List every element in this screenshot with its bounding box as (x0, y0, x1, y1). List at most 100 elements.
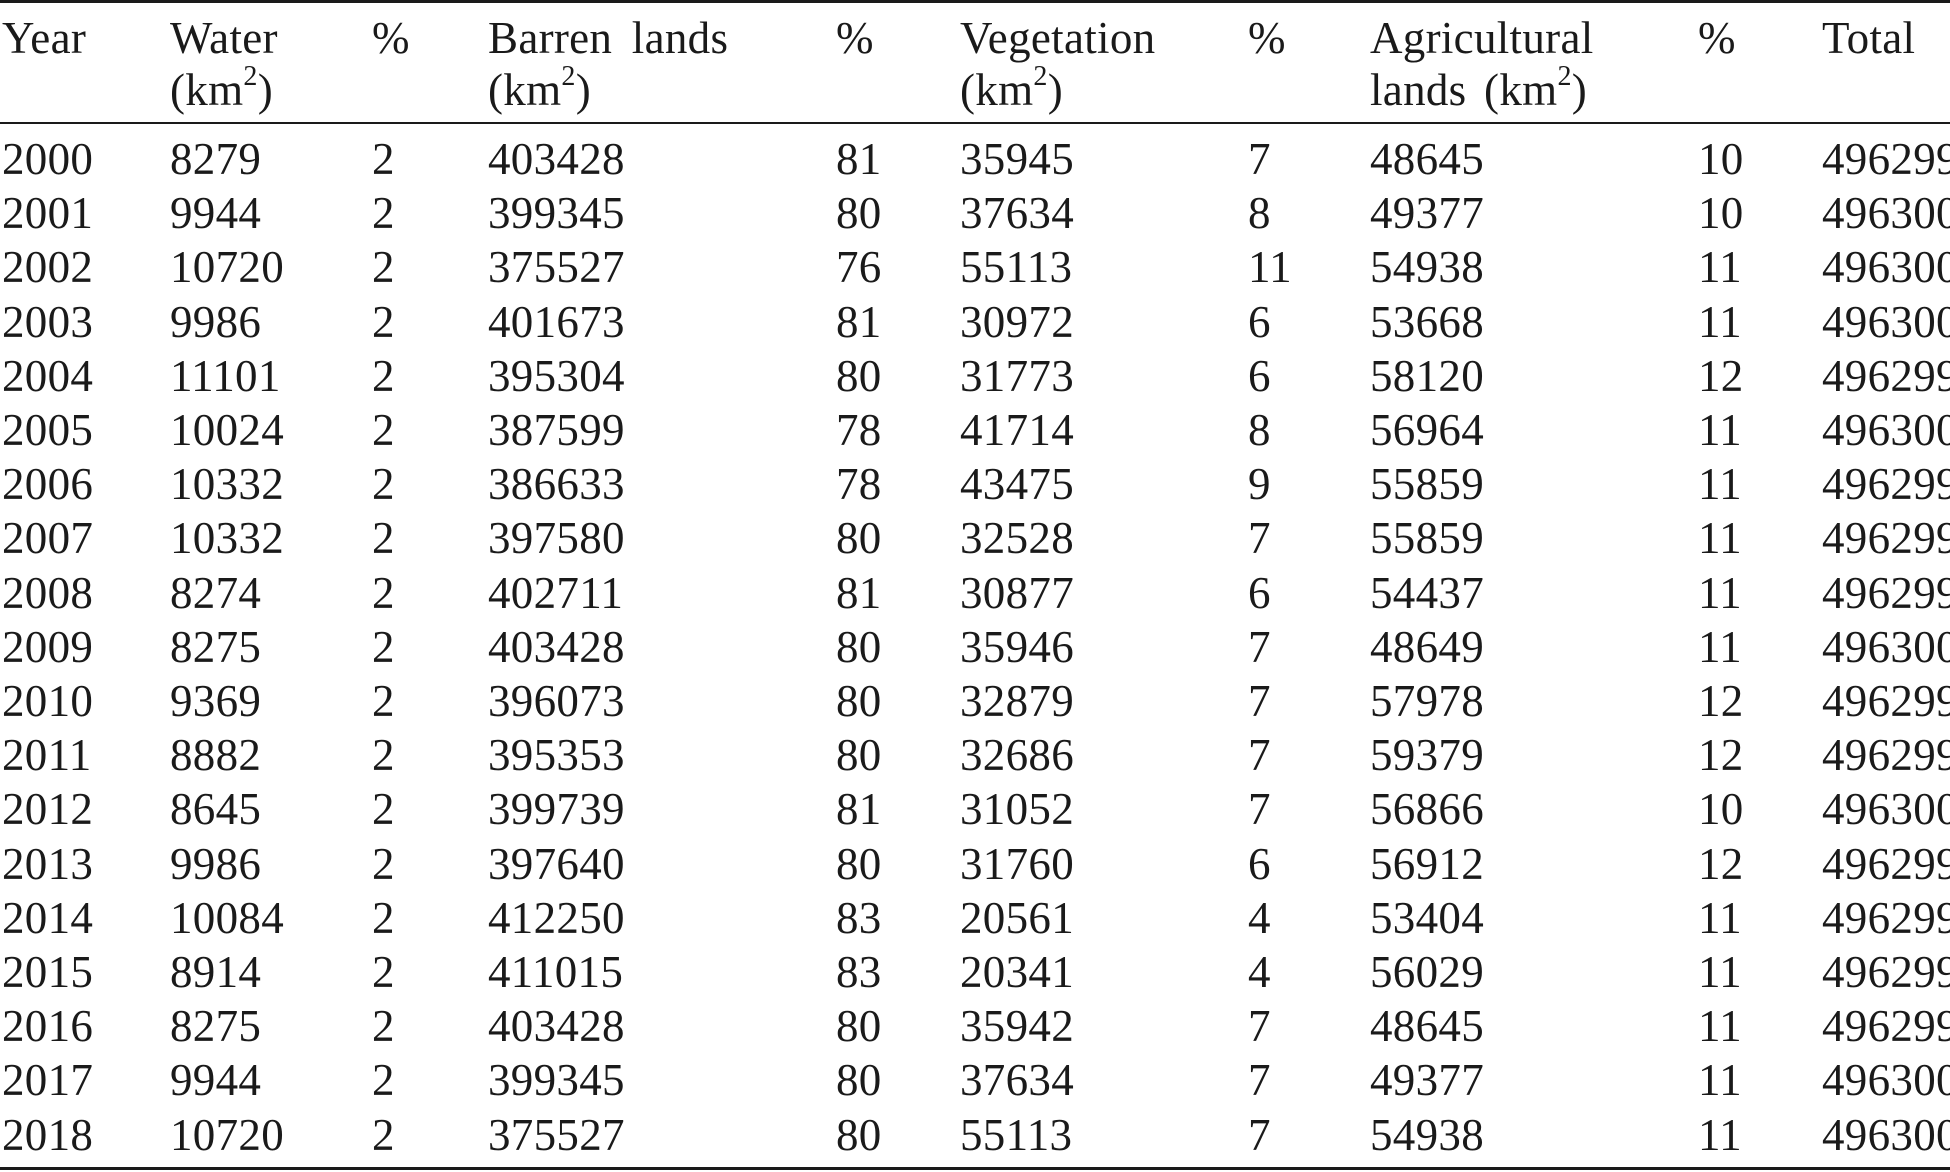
cell-total: 496299 (1822, 838, 1950, 889)
cell-total: 496300 (1822, 242, 1950, 293)
cell-total: 496300 (1822, 296, 1950, 347)
cell-water: 8275 (170, 1001, 262, 1052)
cell-agricultural-percent: 12 (1698, 730, 1744, 781)
cell-year: 2008 (2, 567, 94, 618)
cell-total: 496299 (1822, 513, 1950, 564)
header-agricultural-percent: % (1698, 13, 1736, 63)
header-water-percent: % (372, 13, 410, 63)
cell-barren: 399345 (488, 188, 625, 239)
cell-agricultural-percent: 11 (1698, 892, 1742, 943)
cell-water-percent: 2 (372, 892, 395, 943)
cell-agricultural: 48645 (1370, 134, 1484, 184)
cell-water-percent: 2 (372, 134, 395, 184)
cell-water-percent: 2 (372, 730, 395, 781)
cell-year: 2013 (2, 838, 94, 889)
table-row: 2000 8279 2 403428 81 35945 7 48645 10 496299 (0, 132, 1950, 186)
cell-agricultural-percent: 11 (1698, 459, 1742, 510)
cell-vegetation-percent: 4 (1248, 947, 1271, 997)
cell-barren: 399739 (488, 784, 625, 835)
cell-water: 8914 (170, 947, 262, 997)
cell-water-percent: 2 (372, 621, 395, 672)
cell-vegetation-percent: 11 (1248, 242, 1292, 293)
cell-vegetation-percent: 4 (1248, 892, 1271, 943)
cell-vegetation-percent: 6 (1248, 838, 1271, 889)
cell-agricultural-percent: 11 (1698, 242, 1742, 293)
cell-water-percent: 2 (372, 242, 395, 293)
cell-total: 496300 (1822, 188, 1950, 239)
cell-agricultural: 49377 (1370, 188, 1484, 239)
cell-vegetation-percent: 6 (1248, 350, 1271, 401)
cell-agricultural-percent: 12 (1698, 676, 1744, 726)
cell-barren: 401673 (488, 296, 625, 347)
cell-agricultural: 48649 (1370, 621, 1484, 672)
cell-year: 2005 (2, 405, 94, 455)
cell-agricultural: 56912 (1370, 838, 1484, 889)
cell-barren: 412250 (488, 892, 625, 943)
cell-barren: 395353 (488, 730, 625, 781)
cell-total: 496300 (1822, 1109, 1950, 1160)
cell-vegetation: 43475 (960, 459, 1074, 510)
cell-vegetation-percent: 7 (1248, 1055, 1271, 1106)
cell-vegetation: 37634 (960, 1055, 1074, 1106)
cell-vegetation: 30877 (960, 567, 1074, 618)
cell-water-percent: 2 (372, 784, 395, 835)
cell-vegetation: 20561 (960, 892, 1074, 943)
cell-vegetation-percent: 7 (1248, 621, 1271, 672)
table-row: 2011 8882 2 395353 80 32686 7 59379 12 496299 (0, 728, 1950, 782)
table-row: 2005 10024 2 387599 78 41714 8 56964 11 496300 (0, 403, 1950, 457)
cell-agricultural-percent: 11 (1698, 1109, 1742, 1160)
cell-barren-percent: 78 (836, 405, 882, 455)
cell-vegetation-percent: 8 (1248, 188, 1271, 239)
cell-barren-percent: 80 (836, 1055, 882, 1106)
table-row: 2009 8275 2 403428 80 35946 7 48649 11 496300 (0, 620, 1950, 674)
cell-agricultural: 56866 (1370, 784, 1484, 835)
cell-barren: 399345 (488, 1055, 625, 1106)
cell-year: 2016 (2, 1001, 94, 1052)
cell-water-percent: 2 (372, 405, 395, 455)
cell-total: 496299 (1822, 676, 1950, 726)
cell-barren: 397580 (488, 513, 625, 564)
cell-water: 9944 (170, 188, 262, 239)
cell-vegetation-percent: 6 (1248, 567, 1271, 618)
cell-agricultural-percent: 11 (1698, 567, 1742, 618)
cell-vegetation-percent: 7 (1248, 1001, 1271, 1052)
cell-barren: 386633 (488, 459, 625, 510)
cell-agricultural-percent: 11 (1698, 1001, 1742, 1052)
table-row: 2003 9986 2 401673 81 30972 6 53668 11 496300 (0, 295, 1950, 349)
table-row: 2017 9944 2 399345 80 37634 7 49377 11 496300 (0, 1053, 1950, 1107)
cell-agricultural-percent: 12 (1698, 350, 1744, 401)
cell-water: 9986 (170, 296, 262, 347)
cell-year: 2018 (2, 1109, 94, 1160)
cell-vegetation: 31773 (960, 350, 1074, 401)
cell-water: 8275 (170, 621, 262, 672)
cell-barren: 375527 (488, 242, 625, 293)
cell-agricultural: 54938 (1370, 242, 1484, 293)
table-row: 2010 9369 2 396073 80 32879 7 57978 12 496299 (0, 674, 1950, 728)
cell-year: 2015 (2, 947, 94, 997)
cell-water-percent: 2 (372, 838, 395, 889)
cell-vegetation: 32686 (960, 730, 1074, 781)
cell-water-percent: 2 (372, 350, 395, 401)
header-vegetation-percent: % (1248, 13, 1286, 63)
cell-water: 10332 (170, 459, 284, 510)
cell-barren-percent: 83 (836, 947, 882, 997)
cell-vegetation: 30972 (960, 296, 1074, 347)
cell-barren: 375527 (488, 1109, 625, 1160)
cell-vegetation-percent: 7 (1248, 513, 1271, 564)
cell-barren-percent: 80 (836, 838, 882, 889)
cell-total: 496299 (1822, 947, 1950, 997)
table-row: 2004 11101 2 395304 80 31773 6 58120 12 496299 (0, 349, 1950, 403)
cell-total: 496300 (1822, 621, 1950, 672)
table-row: 2012 8645 2 399739 81 31052 7 56866 10 496300 (0, 782, 1950, 836)
cell-barren-percent: 80 (836, 1109, 882, 1160)
cell-barren-percent: 80 (836, 1001, 882, 1052)
cell-water: 9944 (170, 1055, 262, 1106)
cell-vegetation: 31052 (960, 784, 1074, 835)
cell-barren-percent: 81 (836, 567, 882, 618)
cell-barren-percent: 81 (836, 134, 882, 184)
cell-agricultural-percent: 11 (1698, 947, 1742, 997)
cell-agricultural-percent: 11 (1698, 1055, 1742, 1106)
cell-barren-percent: 81 (836, 296, 882, 347)
cell-water-percent: 2 (372, 567, 395, 618)
cell-vegetation: 41714 (960, 405, 1074, 455)
